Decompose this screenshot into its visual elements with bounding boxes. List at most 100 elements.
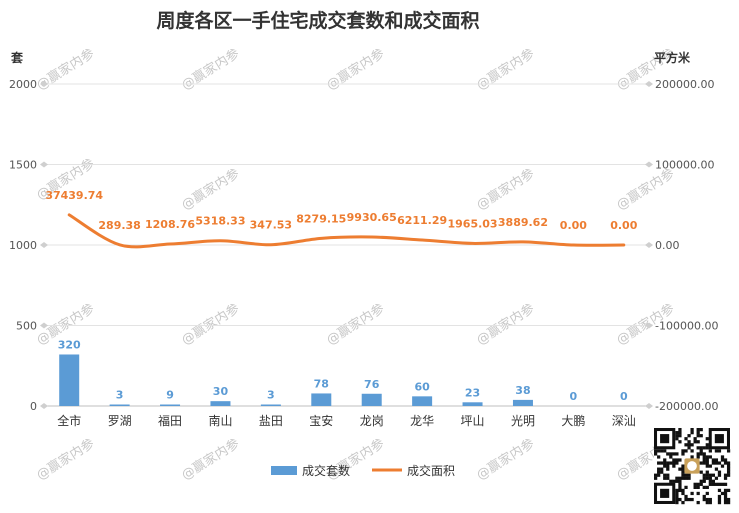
qr-module (666, 452, 670, 456)
grid-end-marker (645, 403, 653, 409)
watermark-text: @赢家内参 (324, 45, 388, 93)
qr-module (696, 500, 700, 505)
qr-module (660, 449, 664, 453)
qr-module (675, 488, 679, 493)
qr-module (684, 494, 688, 499)
legend-bar-swatch (271, 466, 297, 475)
qr-module (702, 476, 706, 480)
qr-module (714, 467, 719, 471)
qr-module (654, 449, 658, 453)
line-data-label: 0.00 (560, 219, 587, 232)
qr-module (705, 500, 709, 505)
qr-module (684, 473, 688, 477)
qr-module (720, 482, 725, 486)
grid-end-marker (40, 242, 48, 248)
qr-module (675, 491, 679, 496)
bar (462, 402, 483, 406)
qr-module (702, 455, 706, 459)
bar-data-label: 60 (414, 380, 430, 393)
qr-module (705, 461, 709, 465)
right-tick-label: 0.00 (655, 239, 680, 252)
right-tick-label: -100000.00 (655, 320, 718, 333)
line-data-label: 37439.74 (45, 189, 103, 202)
watermark-text: @赢家内参 (614, 165, 678, 213)
qr-module (690, 491, 694, 496)
qr-module (705, 443, 709, 447)
qr-module (726, 500, 731, 505)
qr-module (681, 473, 685, 477)
bar-data-label: 320 (58, 338, 81, 351)
qr-module (657, 470, 661, 474)
bar-data-label: 78 (314, 377, 329, 390)
qr-module (708, 479, 712, 483)
right-tick-label: -200000.00 (655, 400, 718, 413)
qr-module (690, 497, 694, 502)
qr-module (657, 449, 661, 453)
qr-module (684, 437, 688, 441)
gridlines (40, 81, 653, 409)
qr-module (681, 491, 685, 496)
qr-module (696, 491, 700, 496)
qr-module (723, 500, 728, 505)
qr-module (672, 479, 676, 483)
watermark-text: @赢家内参 (474, 165, 538, 213)
qr-module (723, 458, 728, 462)
qr-module (702, 458, 706, 462)
qr-module (663, 449, 667, 453)
qr-module (681, 449, 685, 453)
line-data-label: 289.38 (98, 219, 140, 232)
qr-module (675, 494, 679, 499)
qr-module (723, 473, 728, 477)
category-label: 龙岗 (360, 414, 384, 428)
bar-data-label: 9 (166, 389, 174, 402)
qr-module (699, 461, 703, 465)
qr-module (708, 500, 712, 505)
line-data-label: 1965.03 (447, 217, 497, 230)
qr-module (654, 452, 658, 456)
qr-module (675, 476, 679, 480)
qr-module (723, 494, 728, 499)
qr-module (687, 443, 691, 447)
qr-module (678, 431, 682, 435)
bar-data-label: 0 (570, 390, 578, 403)
qr-module (684, 476, 688, 480)
qr-module (696, 485, 700, 489)
category-label: 坪山 (461, 414, 485, 428)
qr-module (723, 488, 728, 493)
qr-module (726, 497, 731, 502)
qr-module (660, 461, 664, 465)
qr-module (717, 500, 722, 505)
qr-module (678, 476, 682, 480)
bar-data-label: 76 (364, 378, 380, 391)
qr-module (657, 467, 661, 471)
qr-module (657, 461, 661, 465)
watermark-text: @赢家内参 (474, 300, 538, 348)
qr-module (684, 449, 688, 453)
left-tick-label: 500 (16, 320, 37, 333)
category-label: 盐田 (259, 414, 283, 428)
bar (361, 393, 382, 406)
qr-module (717, 497, 722, 502)
qr-module (711, 479, 715, 483)
qr-module (696, 446, 700, 450)
qr-module (708, 482, 712, 486)
watermark-text: @赢家内参 (179, 45, 243, 93)
left-tick-label: 0 (30, 400, 37, 413)
qr-module (717, 488, 722, 493)
qr-module (666, 473, 670, 477)
qr-module (702, 494, 706, 499)
line-data-label: 6211.29 (397, 214, 447, 227)
qr-module (720, 464, 725, 468)
qr-module (687, 434, 691, 438)
qr-module (702, 497, 706, 502)
bar (412, 396, 433, 406)
line-data-label: 0.00 (610, 219, 637, 232)
qr-module (654, 476, 658, 480)
qr-module (675, 497, 679, 502)
qr-module (675, 434, 679, 438)
qr-module (711, 458, 715, 462)
qr-module (705, 473, 709, 477)
qr-module (663, 473, 667, 477)
qr-module (696, 428, 700, 432)
